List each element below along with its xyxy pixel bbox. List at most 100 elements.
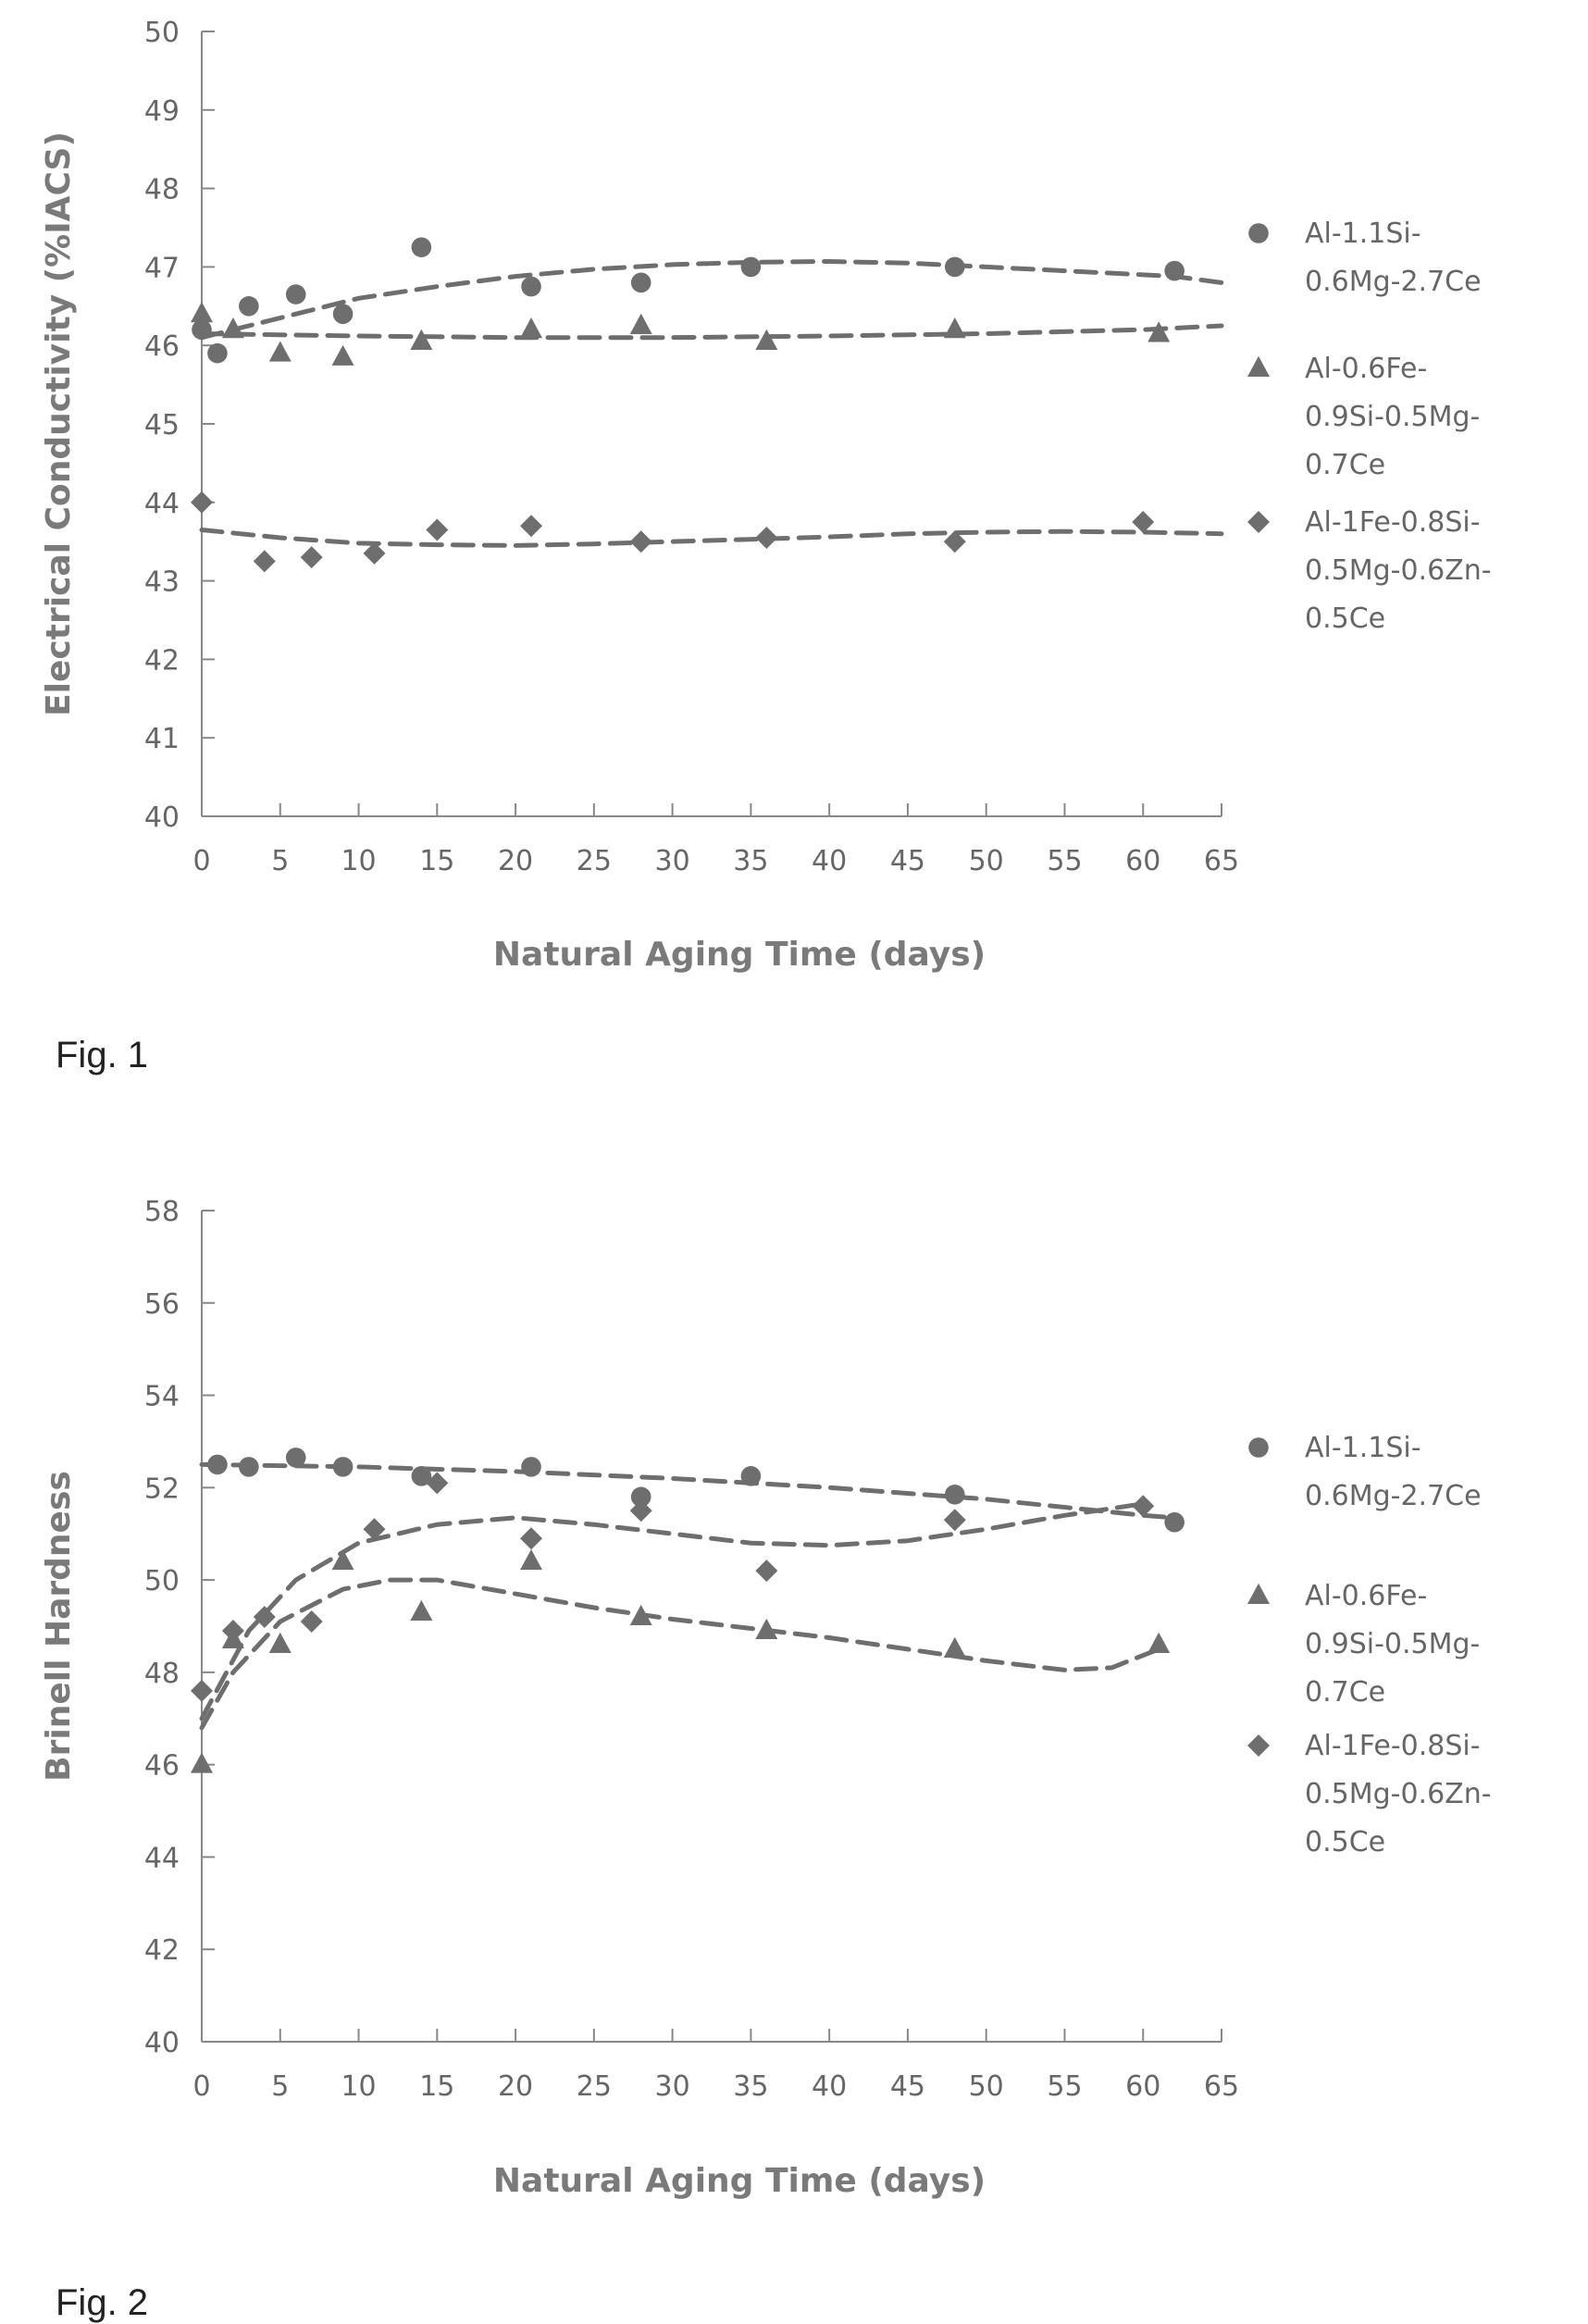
x-tick-label: 40 <box>812 2070 847 2103</box>
data-point-diamond <box>300 546 323 569</box>
data-point-diamond <box>300 1610 323 1634</box>
y-tick-label: 47 <box>144 252 180 284</box>
legend-label: Al-0.6Fe- <box>1305 353 1427 385</box>
y-tick-label: 48 <box>144 1658 180 1690</box>
data-point-circle <box>740 1466 762 1486</box>
legend-label: Al-1.1Si- <box>1305 1432 1421 1464</box>
x-tick-label: 55 <box>1047 2070 1082 2103</box>
x-tick-label: 20 <box>498 2070 533 2103</box>
y-axis-title: Electrical Conductivity (%IACS) <box>40 131 78 716</box>
x-tick-label: 10 <box>341 2070 376 2103</box>
data-point-circle <box>630 1486 651 1508</box>
y-tick-label: 40 <box>144 802 180 834</box>
data-point-diamond <box>221 1619 244 1642</box>
conductivity-chart: 40 41 42 43 44 45 46 47 48 49 50 0 5 10 15 20 25 30 35 40 45… <box>40 17 1492 974</box>
y-tick-label: 56 <box>144 1288 180 1321</box>
legend-label: 0.9Si-0.5Mg- <box>1305 1628 1480 1660</box>
x-tick-label: 25 <box>577 845 612 877</box>
data-point-triangle <box>520 317 543 339</box>
legend-label: 0.9Si-0.5Mg- <box>1305 401 1480 433</box>
data-point-circle <box>630 272 651 293</box>
x-tick-label: 45 <box>890 2070 925 2103</box>
figure-1: 40 41 42 43 44 45 46 47 48 49 50 0 5 10 15 20 25 30 35 40 45… <box>0 0 1588 1064</box>
data-point-diamond <box>363 1518 386 1541</box>
data-point-circle <box>740 256 762 278</box>
legend-label: 0.5Ce <box>1305 1826 1385 1858</box>
data-point-triangle <box>268 341 292 362</box>
legend-marker-diamond <box>1247 1734 1270 1757</box>
x-tick-label: 5 <box>271 845 289 877</box>
data-point-circle <box>944 1485 965 1505</box>
data-point-circle <box>192 319 212 341</box>
hardness-chart: 40 42 44 46 48 50 52 54 56 58 0 5 10 15 20 25 30 35 40 45 50… <box>40 1196 1492 2200</box>
y-tick-label: 50 <box>144 17 180 49</box>
y-tick-label: 58 <box>144 1196 180 1228</box>
legend-label: Al-1Fe-0.8Si- <box>1305 506 1481 539</box>
y-tick-label: 42 <box>144 644 180 677</box>
figure-2-caption: Fig. 2 <box>56 2282 149 2323</box>
data-point-diamond <box>363 541 386 565</box>
x-tick-label: 45 <box>890 845 925 877</box>
legend-label: Al-0.6Fe- <box>1305 1580 1427 1612</box>
data-point-diamond <box>629 1499 652 1522</box>
data-point-triangle <box>221 317 244 339</box>
data-point-triangle <box>331 1548 354 1571</box>
data-point-circle <box>411 237 432 258</box>
data-point-triangle <box>943 1636 966 1658</box>
legend-marker-diamond <box>1247 511 1270 533</box>
x-tick-label: 15 <box>419 845 454 877</box>
x-tick-label: 50 <box>969 2070 1004 2103</box>
x-axis-title: Natural Aging Time (days) <box>493 2162 986 2200</box>
y-tick-label: 46 <box>144 1750 180 1783</box>
data-point-circle <box>521 276 541 297</box>
trend-line-triangle <box>199 1577 1161 1731</box>
data-point-circle <box>207 1454 228 1475</box>
data-point-triangle <box>629 313 652 334</box>
data-point-circle <box>521 1457 541 1477</box>
data-point-triangle <box>410 1599 433 1622</box>
data-point-circle <box>332 1457 354 1477</box>
data-point-diamond <box>253 550 276 573</box>
data-point-diamond <box>520 1527 543 1550</box>
data-point-triangle <box>331 344 354 366</box>
x-tick-label: 5 <box>271 2070 289 2103</box>
data-point-diamond <box>191 1679 213 1702</box>
y-tick-label: 40 <box>144 2027 180 2059</box>
data-point-diamond <box>426 518 449 541</box>
y-tick-label: 48 <box>144 174 180 206</box>
data-point-circle <box>944 256 965 278</box>
data-point-diamond <box>755 526 778 549</box>
legend-marker-triangle <box>1247 1583 1270 1604</box>
x-tick-label: 30 <box>655 2070 690 2103</box>
data-point-circle <box>1164 260 1185 281</box>
y-tick-label: 43 <box>144 566 180 599</box>
trend-line-triangle <box>199 323 1224 341</box>
trend-line-circle <box>199 258 1224 341</box>
data-point-diamond <box>253 1606 276 1629</box>
legend-marker-triangle <box>1247 355 1270 377</box>
data-point-diamond <box>629 530 652 553</box>
x-tick-label: 35 <box>733 2070 768 2103</box>
data-point-triangle <box>268 1632 292 1653</box>
x-tick-label: 20 <box>498 845 533 877</box>
x-axis-title: Natural Aging Time (days) <box>493 936 986 974</box>
data-point-circle <box>239 296 259 317</box>
legend-label: 0.6Mg-2.7Ce <box>1305 1480 1482 1512</box>
data-point-triangle <box>520 1548 543 1571</box>
data-point-triangle <box>191 302 213 323</box>
x-tick-label: 25 <box>577 2070 612 2103</box>
data-point-diamond <box>755 1560 778 1583</box>
trend-line-diamond <box>199 1501 1146 1721</box>
data-point-triangle <box>755 329 778 350</box>
data-point-circle <box>285 1448 306 1468</box>
data-point-diamond <box>191 491 213 514</box>
legend-label: 0.7Ce <box>1305 1676 1385 1709</box>
legend-marker-circle <box>1248 1437 1269 1458</box>
x-tick-label: 65 <box>1204 845 1239 877</box>
data-point-circle <box>411 1466 432 1486</box>
data-point-triangle <box>410 329 433 350</box>
figure-2: 40 42 44 46 48 50 52 54 56 58 0 5 10 15 20 25 30 35 40 45 50… <box>0 1174 1588 2210</box>
x-tick-label: 0 <box>192 2070 210 2103</box>
data-point-circle <box>239 1457 259 1477</box>
data-point-triangle <box>629 1604 652 1626</box>
